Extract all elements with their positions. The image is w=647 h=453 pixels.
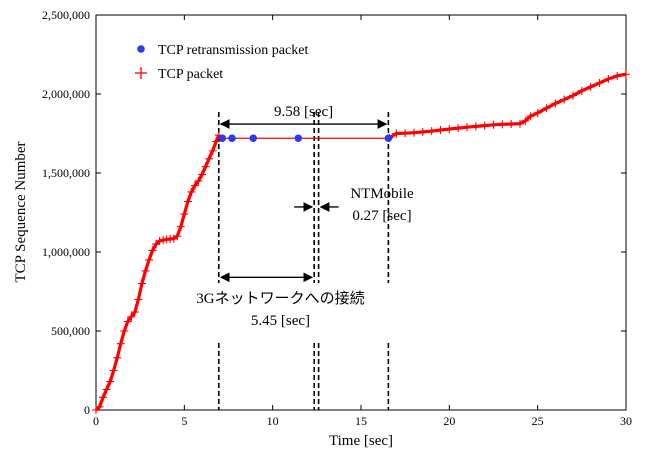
tcp-packet-point [526, 112, 535, 121]
tcp-packet-point [106, 377, 115, 386]
x-tick-label: 0 [93, 414, 99, 428]
legend-label-tcp-packet: TCP packet [158, 67, 223, 82]
tcp-packet-point [113, 353, 122, 362]
y-tick-label: 1,500,000 [42, 166, 90, 180]
tcp-packet-point [498, 120, 507, 129]
tcp-packet-point [205, 154, 214, 163]
tcp-packet-point [208, 146, 217, 155]
tcp-packet-point [410, 128, 418, 137]
tcp-packet-point [127, 312, 136, 321]
tcp-packet-point [569, 91, 577, 100]
tcp-packet-point [507, 120, 516, 129]
tcp-packet-point [155, 236, 164, 245]
tcp-packet-point [183, 197, 192, 206]
tcp-packet-point [201, 162, 210, 171]
x-tick-label: 30 [620, 414, 632, 428]
tcp-packet-point [120, 327, 129, 335]
annotation-lines [217, 112, 390, 410]
x-tick-label: 25 [532, 414, 544, 428]
y-tick-label: 0 [84, 403, 90, 417]
x-tick-label: 15 [355, 414, 367, 428]
legend-marker-tcp-packet [135, 67, 147, 79]
tcp-packet-point [586, 82, 595, 91]
tcp-packet-point [145, 255, 153, 264]
legend-label-retransmission: TCP retransmission packet [158, 43, 308, 58]
tcp-packet-point [190, 181, 199, 190]
retransmission-point [249, 134, 258, 143]
tcp-packet-point [622, 70, 630, 79]
tcp-packet-point [173, 232, 182, 241]
x-tick-label: 20 [443, 414, 455, 428]
tcp-packet-point [116, 339, 125, 348]
plot-data [92, 70, 630, 414]
tcp-packet-point [109, 366, 118, 375]
y-tick-label: 2,000,000 [42, 87, 90, 101]
annotation-total-duration: 9.58 [sec] [274, 104, 333, 120]
tcp-packet-point [489, 120, 498, 129]
tcp-packet-point [604, 74, 613, 83]
tcp-packet-point [595, 78, 604, 87]
tcp-packet-point [516, 119, 524, 128]
retransmission-point [384, 134, 393, 143]
tcp-packet-point [551, 99, 560, 108]
y-tick-label: 2,500,000 [42, 8, 90, 22]
tcp-packet-point [480, 121, 489, 130]
legend: TCP retransmission packet TCP packet [135, 43, 308, 82]
annotation-text: 9.58 [sec] 3Gネットワークへの接続 5.45 [sec] NTMob… [196, 104, 414, 329]
x-tick-label: 10 [267, 414, 279, 428]
tcp-packet-point [159, 236, 168, 245]
tcp-packet-point [130, 308, 139, 317]
tcp-packet-point [533, 108, 542, 117]
x-tick-label: 5 [181, 414, 187, 428]
retransmission-point [228, 134, 236, 143]
annotation-3g-connection: 3Gネットワークへの接続 [196, 290, 364, 307]
annotation-3g-duration: 5.45 [sec] [251, 313, 310, 329]
tcp-packet-point [463, 123, 471, 132]
tcp-packet-point [401, 129, 410, 138]
tcp-packet-point [187, 187, 196, 196]
tcp-packet-point [137, 279, 146, 288]
tcp-packet-point [577, 86, 586, 95]
tcp-packet-point [212, 137, 221, 146]
y-tick-label: 500,000 [51, 324, 90, 338]
tcp-packet-point [418, 127, 427, 136]
y-axis-title: TCP Sequence Number [13, 141, 29, 282]
tcp-packet-point [521, 116, 530, 125]
tcp-packet-point [471, 122, 480, 131]
retransmission-point [218, 134, 227, 143]
tcp-packet-point [141, 266, 150, 275]
tcp-packet-point [445, 125, 454, 134]
tcp-packet-point [148, 246, 157, 255]
tcp-packet-point [180, 210, 189, 219]
tcp-packet-point [427, 127, 436, 136]
annotation-ntmobile-duration: 0.27 [sec] [352, 208, 411, 224]
tcp-packet-point [436, 126, 445, 135]
tcp-packet-point [134, 295, 143, 304]
tcp-packet-point [102, 385, 111, 394]
tcp-packet-point [392, 129, 401, 138]
x-axis-title: Time [sec] [329, 433, 393, 449]
tcp-packet-point [454, 124, 463, 133]
tcp-packet-point [95, 402, 104, 411]
tcp-packet-point [560, 95, 569, 104]
retransmission-point [294, 134, 303, 143]
tcp-packet-point [194, 176, 203, 185]
legend-marker-retransmission [137, 45, 145, 53]
tcp-packet-point [198, 170, 206, 179]
y-tick-label: 1,000,000 [42, 245, 90, 259]
tcp-packet-point [613, 71, 622, 80]
tcp-packet-point [176, 222, 185, 231]
axes: 0 5 10 15 20 25 30 0 500,000 1,000,000 1,500,000 2,… [42, 8, 632, 428]
tcp-packet-point [99, 393, 108, 402]
tcp-packet-point [123, 317, 132, 326]
tcp-packet-point [542, 104, 551, 113]
annotation-ntmobile-label: NTMobile [350, 186, 414, 202]
